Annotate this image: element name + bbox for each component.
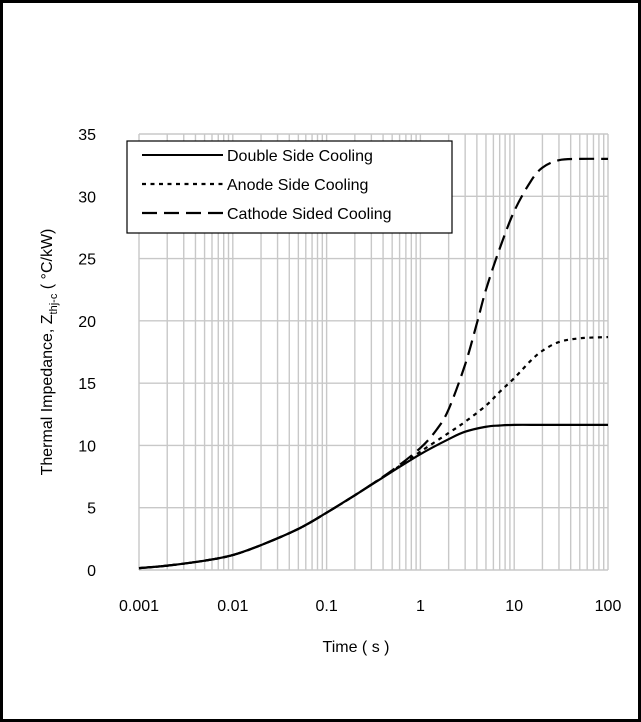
y-tick-label: 30 bbox=[78, 189, 96, 206]
series-layer bbox=[138, 157, 609, 570]
x-tick-label: 100 bbox=[595, 598, 622, 615]
x-tick-label: 10 bbox=[505, 598, 523, 615]
legend-label: Cathode Sided Cooling bbox=[227, 206, 392, 223]
legend-entry-anode-side-cooling: Anode Side Cooling bbox=[142, 177, 368, 194]
x-tick-label: 0.01 bbox=[217, 598, 248, 615]
x-tick-label: 0.001 bbox=[119, 598, 159, 615]
y-axis-title-subscript: thj-c bbox=[48, 293, 60, 314]
y-tick-label: 15 bbox=[78, 376, 96, 393]
series-line-anode-side-cooling bbox=[138, 335, 609, 570]
y-axis-title-unit: ( °C/kW) bbox=[39, 229, 56, 294]
series-line-double-side-cooling bbox=[138, 423, 608, 570]
legend-label: Anode Side Cooling bbox=[227, 177, 368, 194]
legend-box bbox=[126, 140, 453, 234]
y-tick-label: 0 bbox=[87, 563, 96, 580]
y-axis-title: Thermal Impedance, Zthj-c ( °C/kW) bbox=[39, 229, 60, 476]
y-axis-title-main: Thermal Impedance, Z bbox=[39, 314, 56, 475]
legend-entry-cathode-sided-cooling: Cathode Sided Cooling bbox=[142, 206, 392, 223]
x-tick-label: 1 bbox=[416, 598, 425, 615]
legend: Double Side Cooling Anode Side Cooling C… bbox=[126, 140, 453, 234]
y-tick-label: 35 bbox=[78, 127, 96, 144]
y-tick-label: 25 bbox=[78, 252, 96, 269]
legend-entry-double-side-cooling: Double Side Cooling bbox=[142, 148, 373, 165]
y-tick-label: 20 bbox=[78, 314, 96, 331]
x-tick-label: 0.1 bbox=[315, 598, 337, 615]
y-tick-label: 10 bbox=[78, 438, 96, 455]
y-tick-labels: 0 5 10 15 20 25 30 35 bbox=[78, 127, 96, 580]
x-tick-labels: 0.001 0.01 0.1 1 10 100 bbox=[119, 598, 621, 615]
x-axis-title: Time ( s ) bbox=[323, 639, 390, 656]
legend-label: Double Side Cooling bbox=[227, 148, 373, 165]
y-tick-label: 5 bbox=[87, 501, 96, 518]
